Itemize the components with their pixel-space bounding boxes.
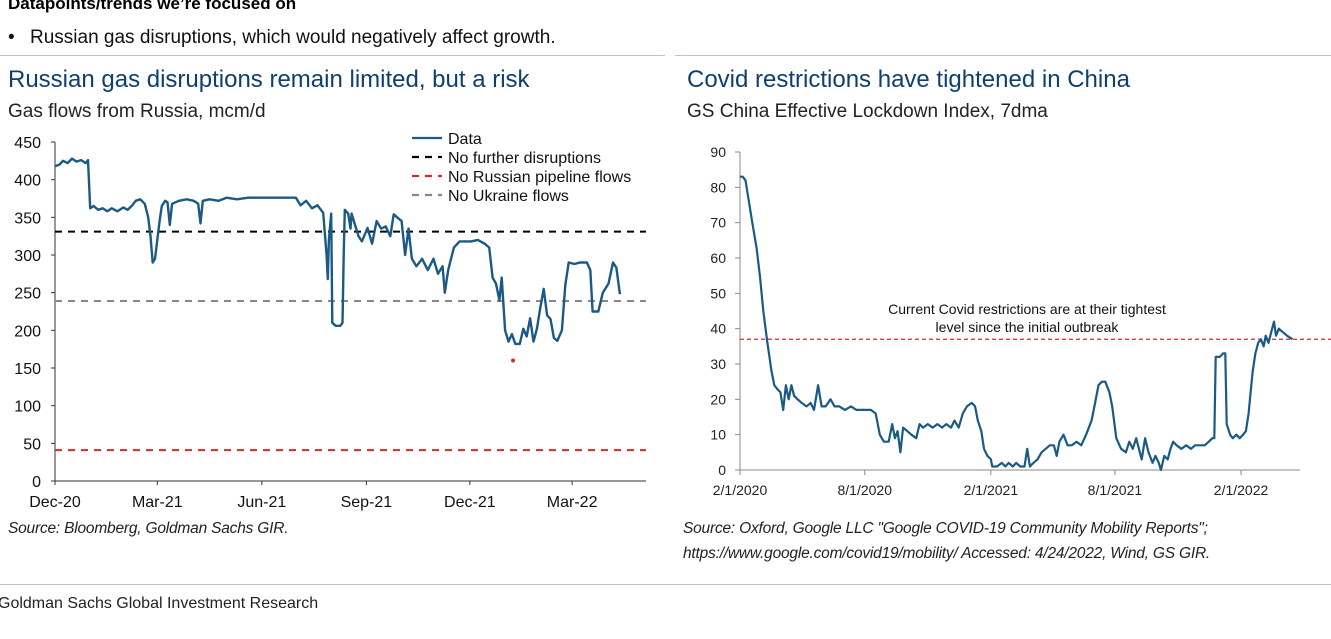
y-tick-label: 10 bbox=[710, 427, 726, 443]
y-tick-label: 350 bbox=[14, 210, 41, 227]
x-tick-label: 8/1/2020 bbox=[837, 482, 892, 498]
y-tick-label: 0 bbox=[718, 462, 726, 478]
focus-bullet: • Russian gas disruptions, which would ne… bbox=[8, 27, 556, 49]
y-tick-label: 300 bbox=[14, 248, 41, 265]
outlier-marker bbox=[511, 358, 516, 363]
y-tick-label: 150 bbox=[14, 361, 41, 378]
y-tick-label: 400 bbox=[14, 173, 41, 190]
x-tick-label: Mar-21 bbox=[132, 494, 183, 511]
left-chart-title: Russian gas disruptions remain limited, … bbox=[8, 66, 530, 93]
page-header: Datapoints/trends we’re focused on bbox=[8, 0, 297, 13]
x-tick-label: 2/1/2020 bbox=[713, 482, 768, 498]
x-tick-label: Dec-21 bbox=[444, 494, 496, 511]
y-tick-label: 60 bbox=[710, 250, 726, 266]
footer-text: Goldman Sachs Global Investment Research bbox=[0, 595, 319, 612]
legend-label: No further disruptions bbox=[448, 150, 601, 167]
x-tick-label: 2/1/2022 bbox=[1214, 482, 1269, 498]
divider-left bbox=[0, 55, 665, 56]
legend-label: No Ukraine flows bbox=[448, 188, 569, 205]
y-tick-label: 200 bbox=[14, 323, 41, 340]
x-tick-label: Jun-21 bbox=[237, 494, 286, 511]
bullet-symbol: • bbox=[8, 27, 15, 48]
right-chart-source-line2: https://www.google.com/covid19/mobility/… bbox=[683, 545, 1211, 562]
lockdown-index-chart: 0 10 20 30 40 50 60 70 80 90 2/1/2020 8/1/2020 2/1/2… bbox=[710, 144, 1331, 498]
y-tick-label: 30 bbox=[710, 356, 726, 372]
series-line-data bbox=[54, 157, 622, 346]
bullet-text: Russian gas disruptions, which would neg… bbox=[30, 27, 556, 48]
x-tick-label: 2/1/2021 bbox=[964, 482, 1019, 498]
y-tick-label: 50 bbox=[710, 285, 726, 301]
x-tick-label: Mar-22 bbox=[547, 494, 598, 511]
right-chart-title: Covid restrictions have tightened in Chi… bbox=[687, 66, 1130, 93]
legend-label: Data bbox=[448, 131, 482, 148]
y-tick-label: 90 bbox=[710, 144, 726, 160]
right-chart-subtitle: GS China Effective Lockdown Index, 7dma bbox=[687, 101, 1048, 122]
y-tick-label: 50 bbox=[23, 436, 41, 453]
footer-divider bbox=[0, 584, 1331, 585]
annotation-line-2: level since the initial outbreak bbox=[936, 319, 1120, 335]
x-tick-label: Dec-20 bbox=[29, 494, 81, 511]
gas-flows-chart: 0 50 100 150 200 250 300 350 400 450 Dec-20 Mar-21 J… bbox=[14, 131, 646, 511]
y-tick-label: 40 bbox=[710, 321, 726, 337]
annotation-line-1: Current Covid restrictions are at their … bbox=[888, 301, 1166, 317]
right-chart-source-line1: Source: Oxford, Google LLC "Google COVID… bbox=[683, 520, 1208, 537]
x-tick-label: 8/1/2021 bbox=[1088, 482, 1143, 498]
series-line-lockdown-index bbox=[740, 175, 1294, 472]
y-tick-label: 70 bbox=[710, 215, 726, 231]
left-chart-source: Source: Bloomberg, Goldman Sachs GIR. bbox=[8, 520, 289, 537]
y-tick-label: 0 bbox=[32, 474, 41, 491]
divider-right bbox=[675, 55, 1331, 56]
legend-label: No Russian pipeline flows bbox=[448, 169, 631, 186]
y-tick-label: 20 bbox=[710, 391, 726, 407]
x-tick-label: Sep-21 bbox=[341, 494, 393, 511]
y-tick-label: 80 bbox=[710, 179, 726, 195]
left-chart-subtitle: Gas flows from Russia, mcm/d bbox=[8, 101, 266, 122]
y-tick-label: 250 bbox=[14, 286, 41, 303]
y-tick-label: 450 bbox=[14, 135, 41, 152]
y-tick-label: 100 bbox=[14, 399, 41, 416]
